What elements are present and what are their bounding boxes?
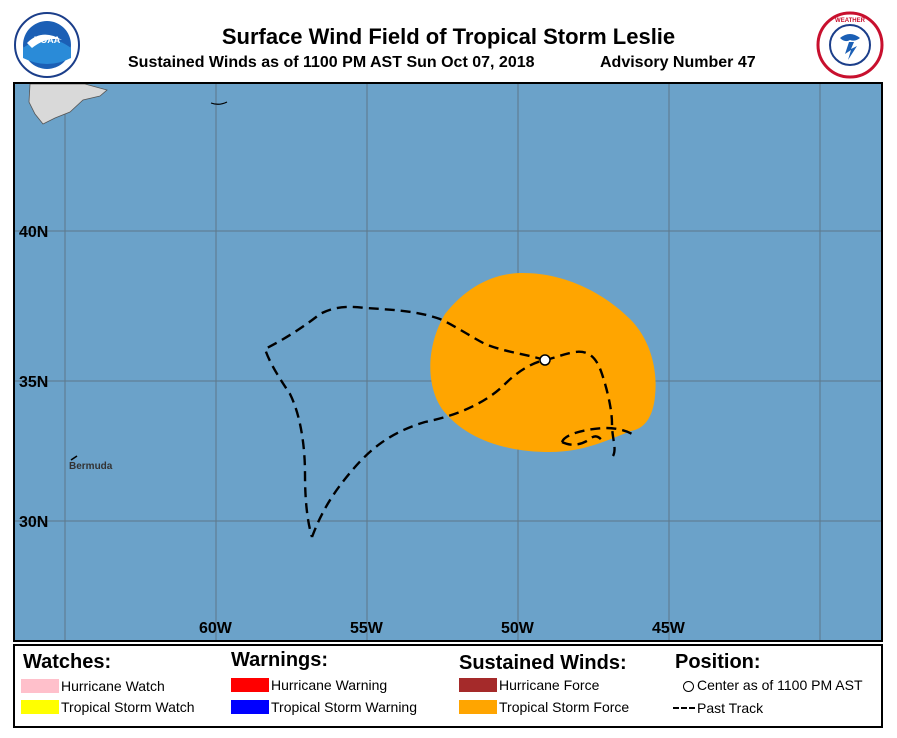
past-track [263, 305, 636, 538]
center-position-label: Center as of 1100 PM AST [697, 677, 863, 693]
map-title: Surface Wind Field of Tropical Storm Les… [221, 24, 676, 49]
tropical-storm-force-label: Tropical Storm Force [499, 699, 630, 715]
lat-label-40n: 40N [19, 224, 49, 241]
graticule [15, 84, 881, 640]
svg-text:WEATHER: WEATHER [835, 18, 866, 24]
sable-island [210, 101, 228, 105]
tropical-storm-watch-swatch [21, 700, 59, 714]
nws-logo: WEATHER [815, 10, 885, 80]
past-track-label: Past Track [697, 700, 764, 716]
hurricane-warning-label: Hurricane Warning [271, 677, 388, 693]
sustained-winds-heading: Sustained Winds: [459, 652, 627, 674]
bermuda-island [70, 455, 78, 461]
lat-label-30n: 30N [19, 514, 49, 531]
watches-heading: Watches: [23, 651, 112, 673]
tropical-storm-warning-swatch [231, 700, 269, 714]
center-position-icon [683, 681, 694, 692]
lat-label-35n: 35N [19, 374, 49, 391]
tropical-storm-watch-label: Tropical Storm Watch [61, 699, 195, 715]
lon-label-55w: 55W [350, 620, 383, 637]
lon-label-45w: 45W [652, 620, 685, 637]
legend-panel: Watches: Hurricane Watch Tropical Storm … [13, 644, 883, 728]
bermuda-label: Bermuda [69, 461, 113, 472]
hurricane-force-swatch [459, 678, 497, 692]
storm-center-marker [539, 354, 551, 366]
warnings-heading: Warnings: [231, 649, 329, 671]
hurricane-warning-swatch [231, 678, 269, 692]
newfoundland-land [28, 84, 108, 125]
lon-label-50w: 50W [501, 620, 534, 637]
map-canvas: Bermuda [15, 84, 881, 640]
past-track-icon [673, 707, 695, 709]
tropical-storm-warning-label: Tropical Storm Warning [271, 699, 418, 715]
hurricane-watch-label: Hurricane Watch [61, 678, 165, 694]
hurricane-force-label: Hurricane Force [499, 677, 600, 693]
svg-text:NOAA: NOAA [34, 35, 61, 45]
noaa-logo: NOAA [12, 10, 82, 80]
lon-label-60w: 60W [199, 620, 232, 637]
advisory-number: Advisory Number 47 [600, 54, 756, 71]
position-heading: Position: [675, 651, 761, 673]
tropical-storm-force-swatch [459, 700, 497, 714]
map-panel[interactable]: Bermuda 40N 35N 30N 60W 55W 50W 45W [13, 82, 883, 642]
map-subtitle: Sustained Winds as of 1100 PM AST Sun Oc… [128, 54, 535, 71]
hurricane-watch-swatch [21, 679, 59, 693]
